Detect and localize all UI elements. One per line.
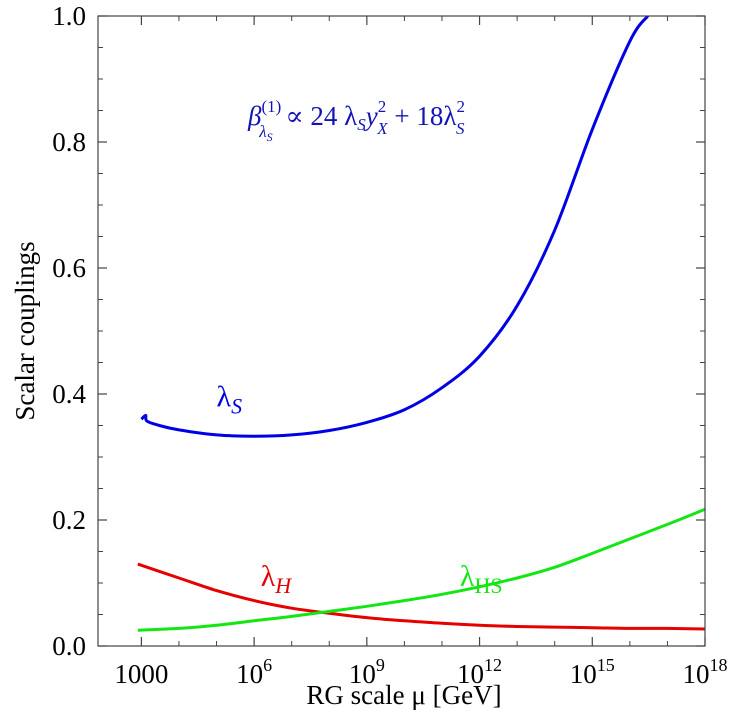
y-tick-label-2: 0.4	[52, 379, 86, 409]
x-tick-base-4: 10	[570, 659, 597, 689]
formula-y-sup: 2	[378, 97, 387, 116]
x-tick-base-1: 10	[236, 659, 263, 689]
x-tick-label-0: 1000	[114, 659, 168, 689]
x-tick-exp-5: 18	[710, 655, 728, 675]
y-tick-label-4: 0.8	[52, 127, 86, 157]
formula-beta: β	[247, 101, 262, 131]
formula-y-sub: X	[376, 119, 388, 138]
formula-rel: ∝ 24 λ	[279, 101, 358, 131]
series-line-λS	[140, 16, 650, 438]
ticks-layer	[98, 15, 706, 647]
x-tick-exp-4: 15	[597, 655, 615, 675]
y-tick-label-0: 0.0	[52, 631, 86, 661]
x-tick-base-3: 10	[457, 659, 484, 689]
x-axis-title: RG scale μ [GeV]	[306, 680, 501, 710]
formula-y: y	[363, 101, 378, 131]
x-tick-exp-3: 12	[484, 655, 502, 675]
formula-beta-sub-sub: S	[267, 130, 273, 144]
formula-beta-sup: (1)	[261, 97, 281, 116]
curves-layer	[137, 16, 705, 632]
formula-beta-sub: λ	[258, 122, 266, 141]
x-tick-base-5: 10	[683, 659, 710, 689]
series-line-λH	[137, 562, 705, 631]
formula-l-sup: 2	[456, 97, 465, 116]
x-tick-label-5: 1018	[683, 655, 728, 689]
x-tick-label-4: 1015	[570, 655, 615, 689]
series-label-main-1: λ	[261, 560, 276, 593]
x-tick-exp-2: 9	[376, 655, 385, 675]
x-tick-label-1: 106	[236, 655, 272, 689]
x-tick-base-0: 1000	[114, 659, 168, 689]
formula-s1: S	[357, 115, 366, 134]
y-tick-label-3: 0.6	[52, 253, 86, 283]
y-tick-label-1: 0.2	[52, 505, 86, 535]
formula-l-sub: S	[456, 119, 465, 138]
series-label-main-2: λ	[460, 560, 475, 593]
y-axis-title: Scalar couplings	[10, 241, 40, 420]
series-label-λHS: λHS	[460, 560, 503, 598]
y-tick-label-5: 1.0	[52, 1, 86, 31]
formula-plus: + 18λ	[388, 101, 457, 131]
x-tick-label-3: 1012	[457, 655, 502, 689]
series-label-λS: λS	[217, 381, 243, 419]
series-label-sub-2: HS	[474, 573, 502, 598]
x-tick-base-2: 10	[349, 659, 376, 689]
series-label-main-0: λ	[217, 381, 232, 414]
series-line-λHS	[137, 507, 705, 632]
x-tick-label-2: 109	[349, 655, 385, 689]
series-label-λH: λH	[261, 560, 293, 598]
series-label-sub-0: S	[231, 394, 242, 419]
series-label-sub-1: H	[274, 573, 292, 598]
x-tick-exp-1: 6	[263, 655, 272, 675]
beta-function-formula: β(1) λS ∝ 24 λSy2 X + 18λ2 S	[247, 97, 465, 144]
